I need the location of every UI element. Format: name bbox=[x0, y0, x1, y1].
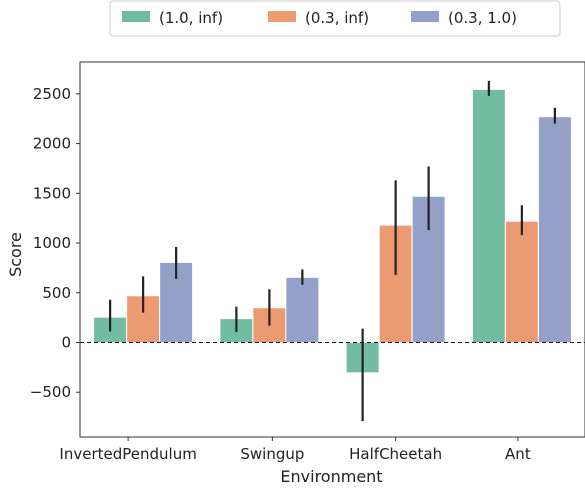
legend-frame bbox=[109, 0, 561, 37]
plot-frame bbox=[79, 61, 585, 438]
legend-swatch-2 bbox=[268, 11, 296, 22]
y-tick-label: 2500 bbox=[33, 85, 71, 103]
legend-label-1: (1.0, inf) bbox=[159, 9, 223, 27]
x-axis-label: Environment bbox=[280, 467, 382, 486]
y-tick-label: 500 bbox=[42, 284, 71, 302]
y-tick-label: 1000 bbox=[33, 234, 71, 252]
legend-swatch-1 bbox=[122, 11, 150, 22]
y-tick-label: 2000 bbox=[33, 135, 71, 153]
error-bars-layer bbox=[109, 80, 556, 422]
y-tick-label: 0 bbox=[61, 334, 71, 352]
legend: (1.0, inf) (0.3, inf) (0.3, 1.0) bbox=[109, 0, 561, 37]
bar-2-ant bbox=[504, 220, 539, 344]
bar-1-ant bbox=[471, 88, 506, 344]
x-tick-label: HalfCheetah bbox=[349, 445, 442, 463]
y-axis-label: Score bbox=[6, 232, 25, 277]
bars-layer bbox=[93, 88, 572, 374]
legend-swatch-3 bbox=[411, 11, 439, 22]
x-axis-ticks: InvertedPendulum Swingup HalfCheetah Ant bbox=[59, 437, 531, 463]
bar-3-swingup bbox=[285, 276, 320, 344]
x-tick-label: Swingup bbox=[240, 445, 304, 463]
x-tick-label: InvertedPendulum bbox=[59, 445, 196, 463]
legend-label-3: (0.3, 1.0) bbox=[448, 9, 517, 27]
x-tick-label: Ant bbox=[505, 445, 531, 463]
y-tick-label: 1500 bbox=[33, 184, 71, 202]
bar-3-ant bbox=[537, 116, 572, 344]
y-tick-label: −500 bbox=[30, 383, 71, 401]
y-axis-ticks: −500 0 500 1000 1500 2000 2500 bbox=[30, 85, 80, 401]
legend-label-2: (0.3, inf) bbox=[305, 9, 369, 27]
